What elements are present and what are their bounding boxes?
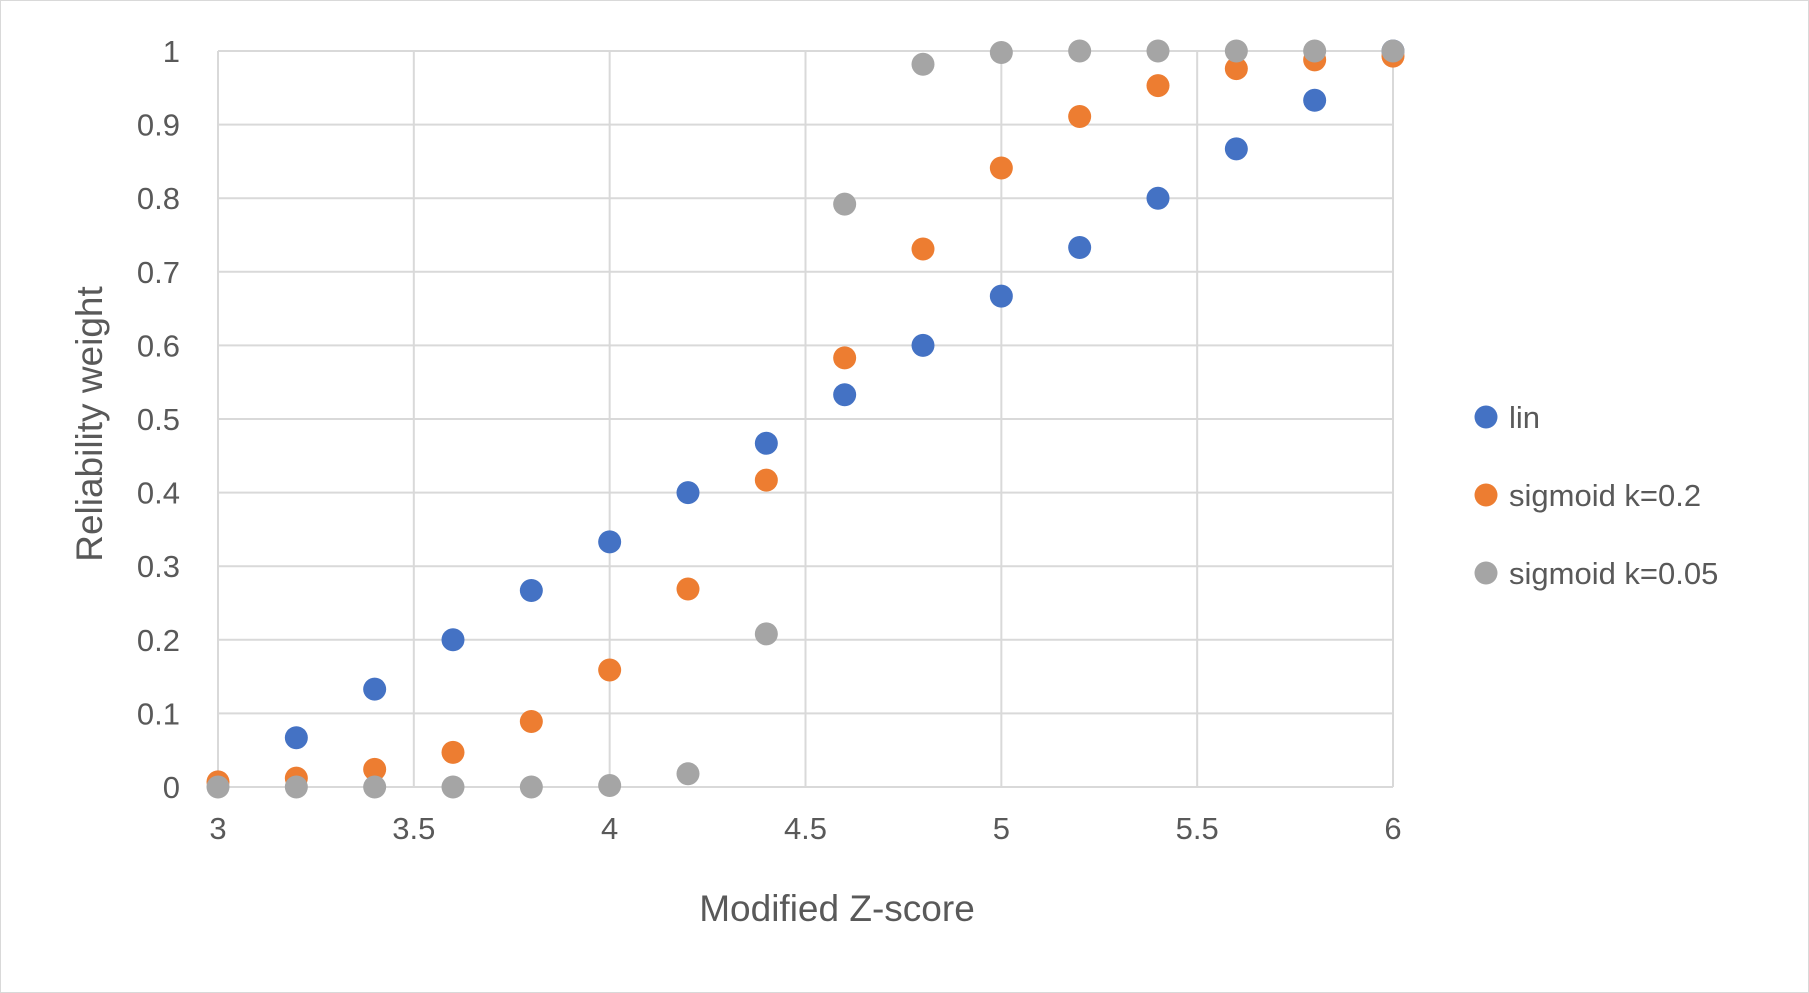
gridlines bbox=[217, 50, 1394, 788]
data-point-sigmoid-k-0-2 bbox=[441, 740, 465, 764]
y-tick-label: 0.8 bbox=[137, 181, 180, 216]
x-axis-tick-labels: 3 3.5 4 4.5 5 5.5 6 bbox=[209, 811, 1401, 846]
y-tick-label: 0.5 bbox=[137, 402, 180, 437]
x-tick-label: 5.5 bbox=[1176, 811, 1219, 846]
data-point-sigmoid-k-0-05 bbox=[911, 52, 935, 76]
data-point-sigmoid-k-0-2 bbox=[1068, 105, 1092, 129]
legend-label-lin: lin bbox=[1509, 400, 1540, 435]
data-point-sigmoid-k-0-05 bbox=[754, 622, 778, 646]
data-point-sigmoid-k-0-05 bbox=[284, 775, 308, 799]
data-point-lin bbox=[754, 431, 778, 455]
y-tick-label: 0.9 bbox=[137, 108, 180, 143]
data-point-lin bbox=[441, 628, 465, 652]
y-tick-label: 0.1 bbox=[137, 696, 180, 731]
x-tick-label: 3 bbox=[209, 811, 226, 846]
data-point-sigmoid-k-0-2 bbox=[833, 346, 857, 370]
data-point-sigmoid-k-0-2 bbox=[519, 709, 543, 733]
data-point-sigmoid-k-0-2 bbox=[911, 237, 935, 261]
data-point-sigmoid-k-0-05 bbox=[363, 775, 387, 799]
x-axis-title: Modified Z-score bbox=[699, 888, 975, 929]
y-tick-label: 0.4 bbox=[137, 476, 180, 511]
x-tick-label: 6 bbox=[1384, 811, 1401, 846]
data-point-sigmoid-k-0-05 bbox=[989, 40, 1013, 64]
legend-label-sigmoid-k-0-2: sigmoid k=0.2 bbox=[1509, 478, 1701, 513]
data-point-lin bbox=[1224, 137, 1248, 161]
data-points bbox=[206, 39, 1405, 799]
data-point-sigmoid-k-0-05 bbox=[1303, 39, 1327, 63]
data-point-sigmoid-k-0-05 bbox=[519, 775, 543, 799]
legend-marker-sigmoid-k-0-05 bbox=[1474, 561, 1498, 585]
data-point-sigmoid-k-0-2 bbox=[598, 658, 622, 682]
y-tick-label: 0.3 bbox=[137, 549, 180, 584]
data-point-sigmoid-k-0-2 bbox=[754, 468, 778, 492]
legend-marker-lin bbox=[1474, 405, 1498, 429]
data-point-lin bbox=[911, 333, 935, 357]
data-point-sigmoid-k-0-05 bbox=[676, 762, 700, 786]
data-point-lin bbox=[284, 726, 308, 750]
legend-label-sigmoid-k-0-05: sigmoid k=0.05 bbox=[1509, 556, 1718, 591]
data-point-sigmoid-k-0-05 bbox=[598, 774, 622, 798]
data-point-lin bbox=[1068, 236, 1092, 260]
data-point-lin bbox=[1146, 186, 1170, 210]
data-point-sigmoid-k-0-2 bbox=[676, 577, 700, 601]
y-tick-label: 0.7 bbox=[137, 255, 180, 290]
y-tick-label: 1 bbox=[163, 34, 180, 69]
data-point-sigmoid-k-0-05 bbox=[1224, 39, 1248, 63]
data-point-sigmoid-k-0-05 bbox=[833, 192, 857, 216]
data-point-lin bbox=[598, 530, 622, 554]
data-point-sigmoid-k-0-05 bbox=[206, 775, 230, 799]
y-tick-label: 0 bbox=[163, 770, 180, 805]
data-point-lin bbox=[1303, 88, 1327, 112]
data-point-sigmoid-k-0-05 bbox=[1381, 39, 1405, 63]
data-point-lin bbox=[989, 284, 1013, 308]
data-point-lin bbox=[363, 677, 387, 701]
y-axis-tick-labels: 0 0.1 0.2 0.3 0.4 0.5 0.6 0.7 0.8 0.9 1 bbox=[137, 34, 180, 805]
data-point-sigmoid-k-0-05 bbox=[1146, 39, 1170, 63]
x-tick-label: 3.5 bbox=[392, 811, 435, 846]
data-point-sigmoid-k-0-2 bbox=[1146, 74, 1170, 98]
y-axis-title: Reliability weight bbox=[69, 286, 110, 562]
x-tick-label: 4.5 bbox=[784, 811, 827, 846]
legend: lin sigmoid k=0.2 sigmoid k=0.05 bbox=[1474, 400, 1718, 591]
data-point-sigmoid-k-0-2 bbox=[1224, 57, 1248, 81]
y-tick-label: 0.2 bbox=[137, 623, 180, 658]
data-point-sigmoid-k-0-2 bbox=[989, 156, 1013, 180]
data-point-sigmoid-k-0-05 bbox=[1068, 39, 1092, 63]
data-point-lin bbox=[833, 383, 857, 407]
data-point-sigmoid-k-0-2 bbox=[363, 757, 387, 781]
x-tick-label: 5 bbox=[993, 811, 1010, 846]
y-tick-label: 0.6 bbox=[137, 328, 180, 363]
legend-marker-sigmoid-k-0-2 bbox=[1474, 483, 1498, 507]
data-point-lin bbox=[519, 578, 543, 602]
x-tick-label: 4 bbox=[601, 811, 618, 846]
data-point-lin bbox=[676, 481, 700, 505]
data-point-sigmoid-k-0-05 bbox=[441, 775, 465, 799]
